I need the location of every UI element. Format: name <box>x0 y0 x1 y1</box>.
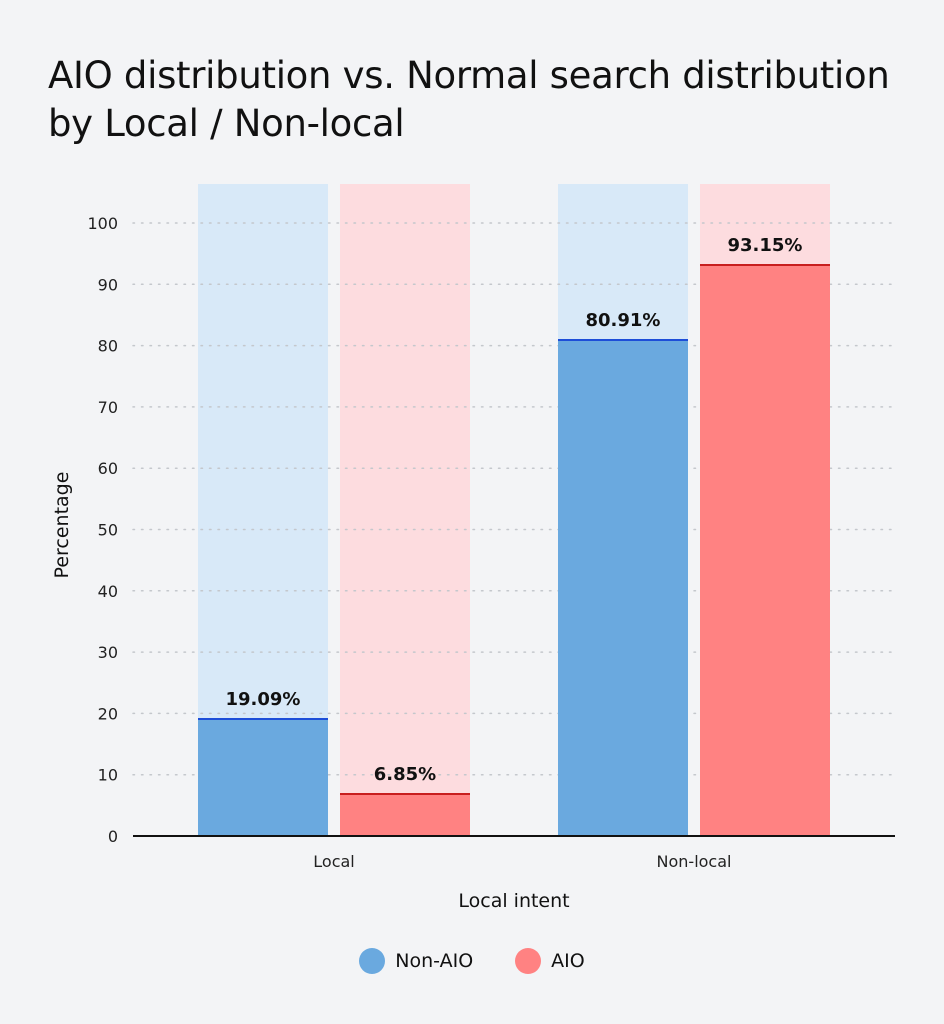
data-label: 19.09% <box>226 689 301 710</box>
data-label: 6.85% <box>374 764 436 785</box>
legend-item-non-aio[interactable]: Non-AIO <box>359 948 473 974</box>
y-tick-label: 20 <box>98 704 118 723</box>
y-tick-label: 0 <box>108 827 118 846</box>
y-tick-label: 90 <box>98 275 118 294</box>
bar-non-aio-local <box>198 718 328 836</box>
y-tick-label: 70 <box>98 398 118 417</box>
bar-aio-non-local <box>700 264 830 837</box>
data-label: 93.15% <box>728 235 803 256</box>
bar-chart: 0 10 20 30 40 50 60 70 80 90 100 19.09% 6.85% Local 80… <box>51 184 896 912</box>
y-tick-label: 100 <box>87 214 118 233</box>
legend-label-non-aio: Non-AIO <box>395 950 474 972</box>
y-tick-label: 60 <box>98 459 118 478</box>
y-tick-label: 30 <box>98 643 118 662</box>
x-tick-label: Local <box>313 852 354 871</box>
chart-title: AIO distribution vs. Normal search distr… <box>48 54 890 145</box>
data-label: 80.91% <box>586 310 661 331</box>
legend-swatch-non-aio <box>359 948 386 974</box>
bar-background <box>340 184 470 836</box>
legend: Non-AIO AIO <box>0 948 944 974</box>
x-axis-title: Local intent <box>458 890 569 912</box>
bar-aio-local <box>340 794 470 836</box>
legend-swatch-aio <box>515 948 542 974</box>
y-axis-title: Percentage <box>51 472 73 579</box>
y-tick-label: 50 <box>98 521 118 540</box>
legend-item-aio[interactable]: AIO <box>515 948 585 974</box>
bar-non-aio-non-local <box>558 340 688 836</box>
y-tick-label: 40 <box>98 582 118 601</box>
x-tick-label: Non-local <box>657 852 732 871</box>
y-tick-label: 10 <box>98 766 118 785</box>
legend-label-aio: AIO <box>551 950 585 972</box>
y-tick-label: 80 <box>98 337 118 356</box>
